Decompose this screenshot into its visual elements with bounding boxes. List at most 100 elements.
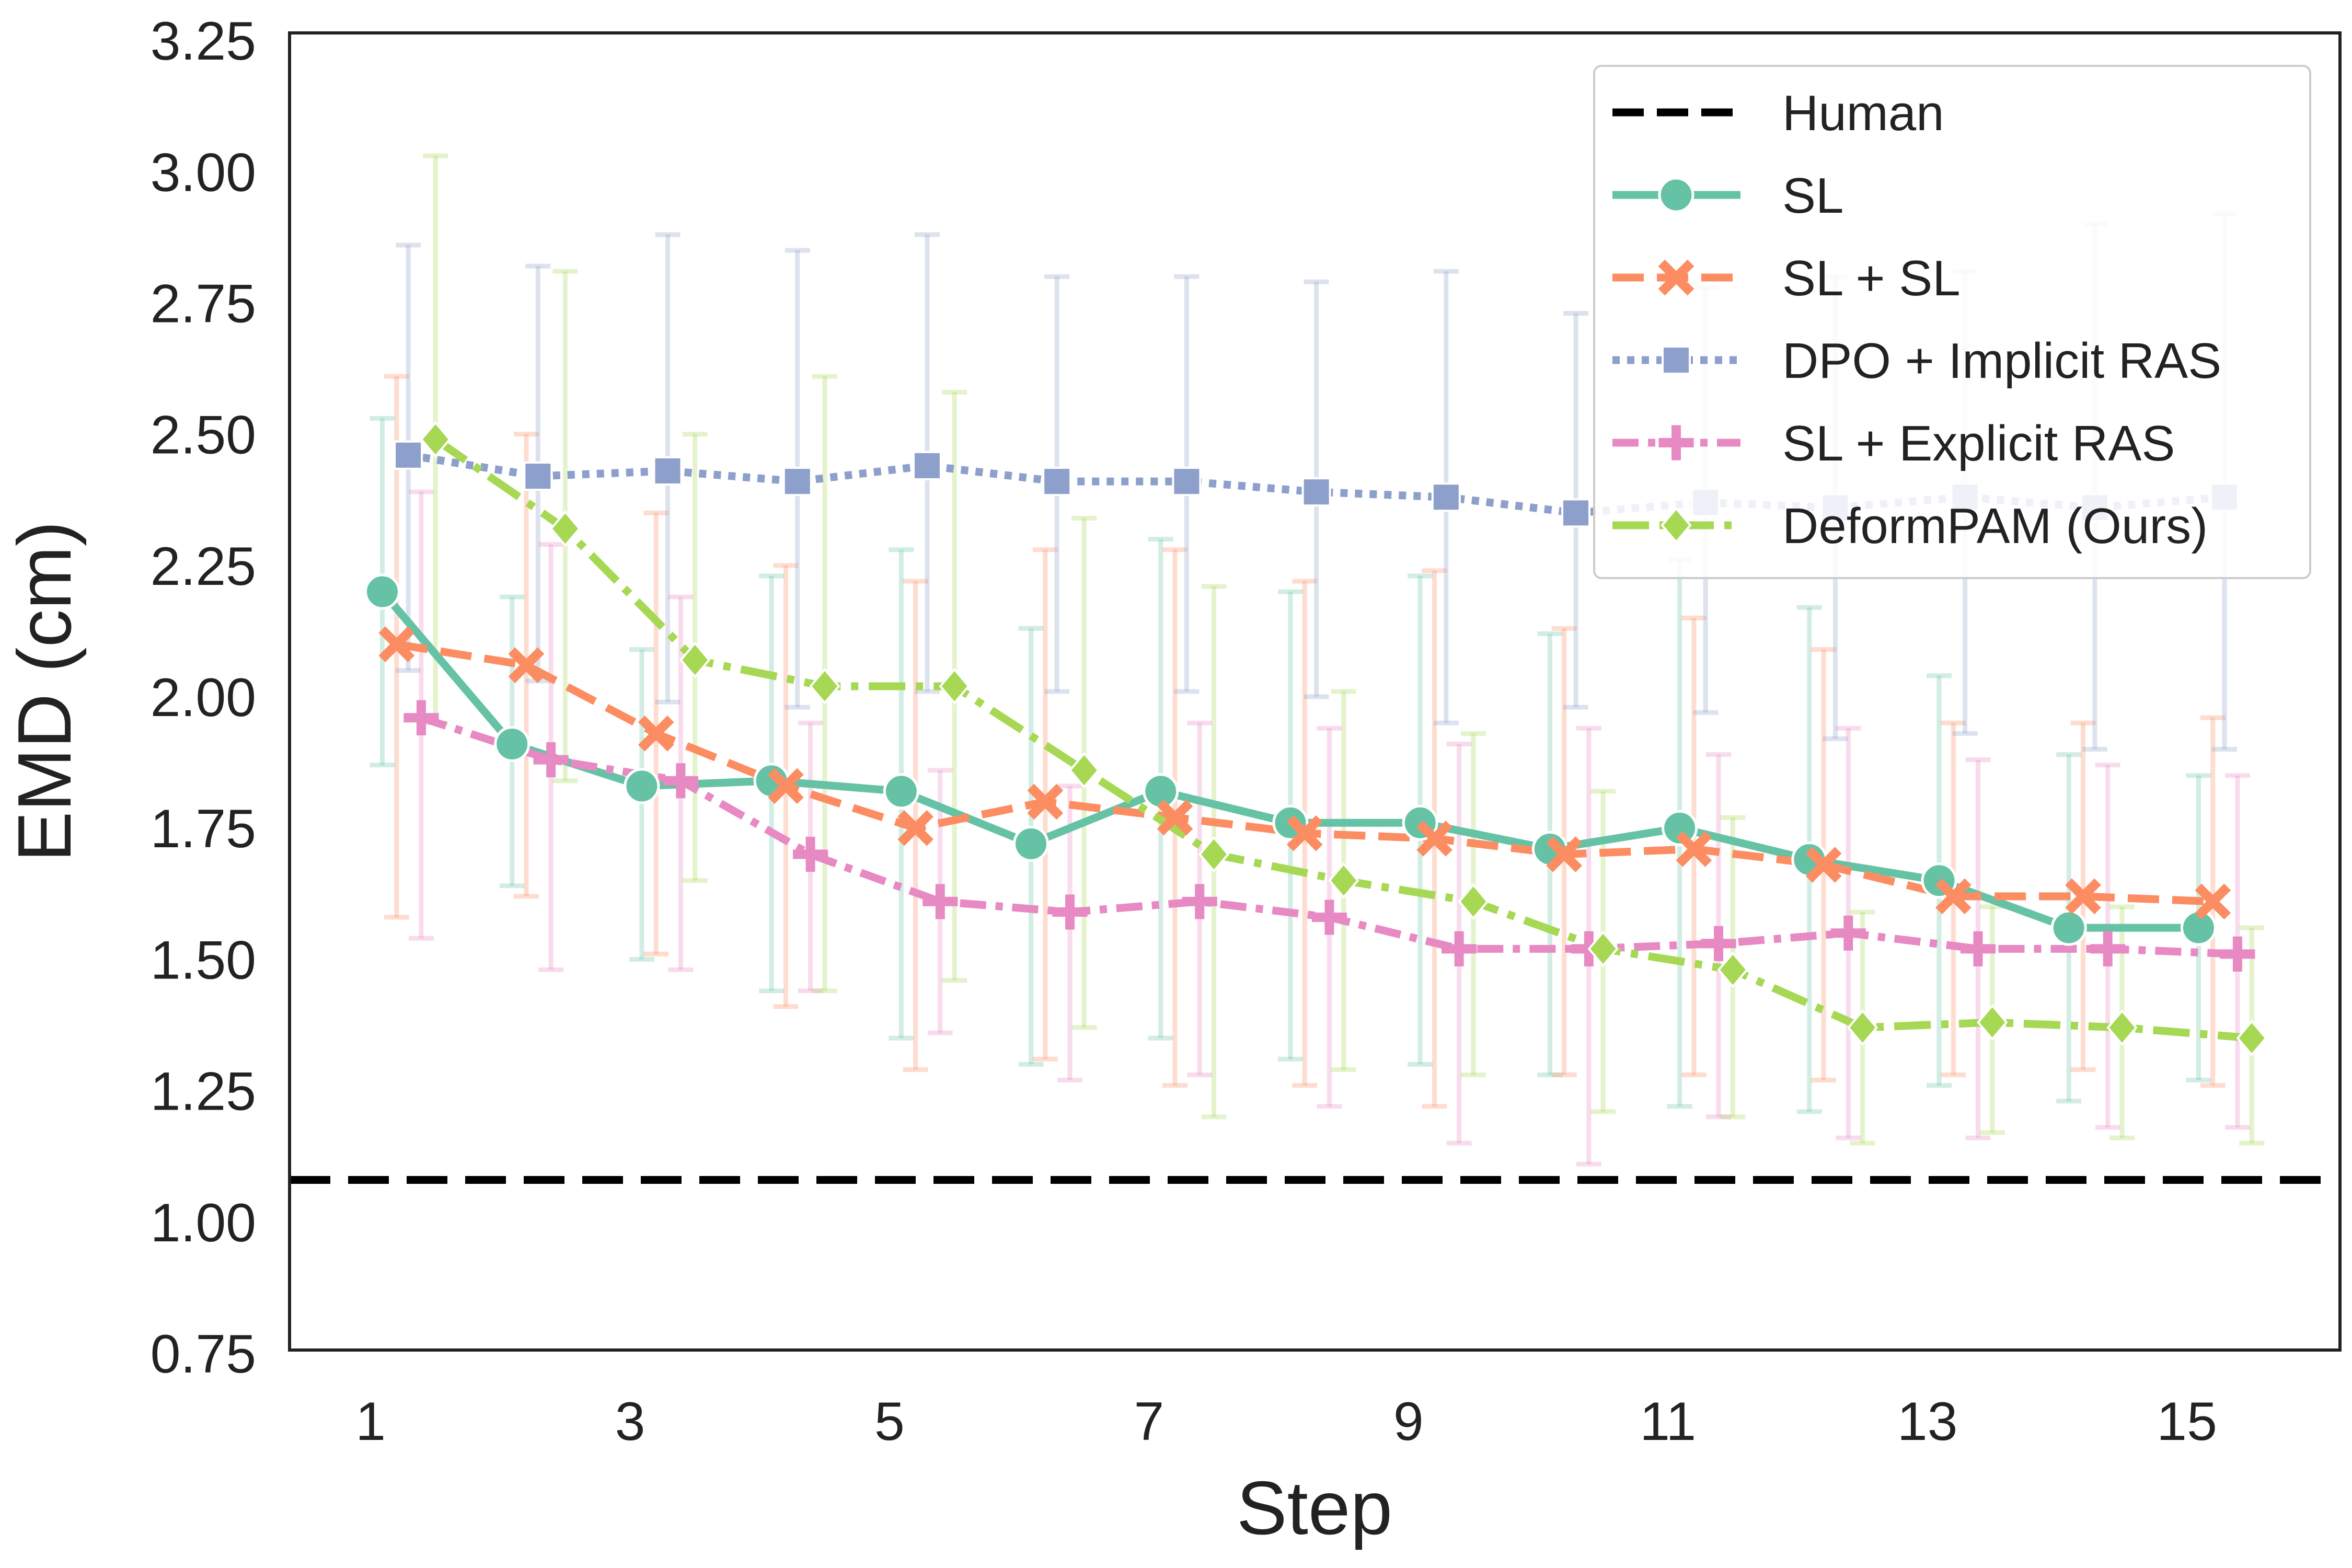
x-marker	[1286, 815, 1323, 851]
x-marker	[378, 626, 415, 662]
diamond-marker	[2236, 1020, 2267, 1057]
x-marker	[1027, 783, 1064, 820]
y-tick-label: 1.75	[151, 799, 256, 859]
y-tick-label: 2.50	[151, 405, 256, 466]
marker-stroke	[1416, 820, 1452, 857]
marker-stroke	[768, 768, 804, 804]
plus-marker	[2220, 936, 2255, 972]
diamond-marker	[2106, 1009, 2138, 1046]
circle-marker	[364, 573, 400, 610]
plus-marker	[2090, 931, 2126, 966]
diamond-marker	[549, 510, 581, 547]
marker-stroke	[638, 716, 674, 752]
plus-marker	[923, 884, 958, 919]
plus-marker	[1701, 926, 1736, 961]
square-marker	[1662, 345, 1691, 375]
x-tick-label: 13	[1897, 1391, 1958, 1452]
error-bar	[629, 647, 654, 962]
y-tick-label: 2.25	[151, 536, 256, 597]
marker-stroke	[897, 810, 933, 846]
circle-marker	[1013, 825, 1050, 862]
x-marker	[1676, 831, 1712, 867]
marker-stroke	[1286, 815, 1323, 851]
legend-entry: Human	[1612, 85, 1944, 141]
square-marker	[1431, 482, 1461, 512]
y-tick-label: 1.25	[151, 1062, 256, 1122]
square-marker	[1561, 498, 1591, 528]
plus-marker	[1182, 884, 1217, 919]
plus-marker	[663, 763, 698, 799]
marker-stroke	[378, 626, 415, 662]
legend-label: Human	[1782, 85, 1944, 141]
y-tick-label: 3.00	[151, 142, 256, 203]
x-marker	[1935, 878, 1971, 915]
x-marker	[1658, 259, 1694, 296]
marker-stroke	[1658, 259, 1694, 296]
marker-stroke	[1157, 799, 1193, 836]
x-tick-label: 7	[1134, 1391, 1164, 1452]
legend-label: SL + SL	[1782, 250, 1961, 306]
y-tick-label: 2.00	[151, 667, 256, 728]
x-axis-label: Step	[1237, 1466, 1392, 1550]
legend-label: DeformPAM (Ours)	[1782, 498, 2208, 554]
marker-stroke	[1027, 783, 1064, 820]
plus-marker	[533, 742, 569, 778]
x-tick-label: 3	[615, 1391, 645, 1452]
circle-marker	[1662, 810, 1698, 846]
plus-marker	[1658, 425, 1694, 460]
plus-marker	[1442, 931, 1477, 966]
diamond-marker	[1977, 1004, 2008, 1041]
square-marker	[394, 440, 423, 470]
x-marker	[768, 768, 804, 804]
marker-stroke	[2195, 883, 2231, 920]
y-tick-label: 0.75	[151, 1324, 256, 1385]
circle-marker	[494, 725, 531, 762]
plot-frame	[288, 31, 2342, 1352]
circle-marker	[1658, 177, 1694, 213]
legend-entry: SL + SL	[1612, 250, 1961, 306]
diamond-marker	[1847, 1009, 1878, 1046]
diamond-marker	[1068, 752, 1100, 789]
legend-label: DPO + Implicit RAS	[1782, 333, 2221, 389]
x-marker	[1546, 836, 1583, 872]
x-tick-label: 15	[2157, 1391, 2217, 1452]
x-axis-ticks: 1 3 5 7 9 11 13 15	[355, 1391, 2217, 1452]
diamond-marker	[1458, 883, 1489, 920]
marker-stroke	[1935, 878, 1971, 915]
square-marker	[1301, 477, 1331, 507]
legend-entry: SL + Explicit RAS	[1612, 416, 2175, 471]
diamond-marker	[1717, 951, 1748, 988]
y-axis-ticks: 0.75 1.00 1.25 1.50 1.75 2.00 2.25 2.50 2.75 3.00…	[151, 11, 256, 1385]
diamond-marker	[1328, 862, 1359, 899]
plus-marker	[403, 700, 439, 735]
plus-marker	[1960, 931, 1996, 966]
diamond-marker	[939, 667, 970, 705]
legend: Human SL SL + SL DPO + Implicit RAS SL + Exp…	[1593, 65, 2311, 579]
square-marker	[912, 451, 942, 480]
square-marker	[653, 456, 683, 486]
x-tick-label: 1	[355, 1391, 386, 1452]
square-marker	[782, 467, 812, 497]
x-marker	[2195, 883, 2231, 920]
square-marker	[1042, 467, 1072, 497]
legend-entry: DPO + Implicit RAS	[1612, 333, 2221, 389]
marker-stroke	[508, 647, 545, 684]
error-bar	[1057, 783, 1082, 1083]
diamond-marker	[1661, 506, 1692, 544]
legend-label: SL	[1782, 168, 1843, 224]
marker-stroke	[1546, 836, 1583, 872]
y-tick-label: 1.50	[151, 930, 256, 990]
x-marker	[1416, 820, 1452, 857]
y-tick-label: 3.25	[151, 11, 256, 72]
marker-stroke	[1805, 847, 1842, 883]
diamond-marker	[420, 421, 451, 458]
plus-marker	[1311, 900, 1347, 935]
legend-entry: DeformPAM (Ours)	[1612, 498, 2208, 554]
x-tick-label: 11	[1640, 1391, 1696, 1452]
y-tick-label: 1.00	[151, 1193, 256, 1253]
x-tick-label: 9	[1393, 1391, 1424, 1452]
series-markers	[364, 421, 2267, 1057]
plus-marker	[1830, 915, 1866, 951]
diamond-marker	[1198, 836, 1230, 873]
